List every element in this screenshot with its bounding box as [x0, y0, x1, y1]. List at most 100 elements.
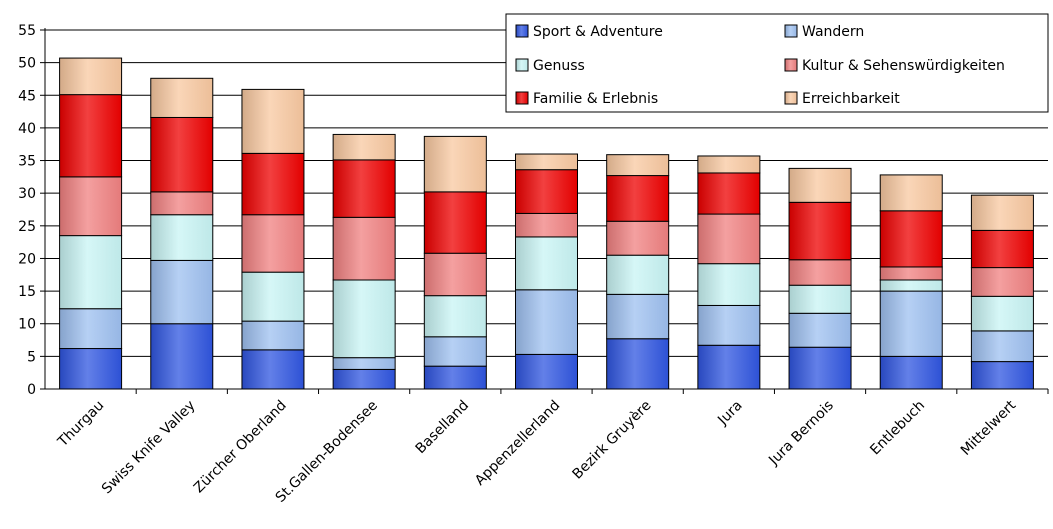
- x-category-label: Mittelwert: [958, 397, 1020, 459]
- bar-segment-0: [788, 346, 852, 390]
- bar-segment-5: [423, 135, 487, 193]
- bar-segment-2: [150, 214, 214, 261]
- bar-segment-5: [788, 167, 852, 203]
- bar-segment-3: [514, 212, 579, 238]
- bar-segment-1: [241, 320, 305, 351]
- bar-segment-0: [423, 365, 487, 390]
- bar-segment-5: [332, 133, 396, 161]
- x-category-label: Appenzellerland: [472, 398, 563, 489]
- legend-swatch: [515, 58, 529, 72]
- x-category-label: St.Gallen-Bodensee: [273, 398, 381, 506]
- bar-segment-2: [59, 235, 123, 310]
- bar-segment-2: [241, 271, 305, 322]
- bar-segment-2: [514, 236, 579, 291]
- x-category-label: Entlebuch: [867, 398, 928, 459]
- bar-segment-3: [879, 266, 943, 281]
- bar-segment-2: [606, 254, 670, 295]
- bar-segment-0: [606, 338, 670, 390]
- bar-segment-1: [150, 259, 214, 325]
- bar-segment-1: [970, 330, 1034, 363]
- bar-segment-5: [150, 77, 214, 118]
- legend-label: Genuss: [533, 58, 585, 74]
- bar-segment-0: [332, 368, 396, 390]
- bar-segment-4: [970, 229, 1034, 269]
- bar-segment-5: [970, 194, 1034, 231]
- bar-segment-2: [332, 279, 396, 359]
- legend-swatch: [784, 58, 798, 72]
- legend-swatch: [784, 24, 798, 38]
- x-category-label: Zürcher Oberland: [191, 398, 290, 497]
- bars-layer: [59, 57, 1034, 390]
- legend-swatch: [784, 91, 798, 105]
- bar-segment-1: [879, 290, 943, 357]
- bar-segment-2: [788, 284, 852, 314]
- bar-segment-0: [241, 349, 305, 390]
- bar-segment-5: [241, 88, 305, 154]
- bar-segment-0: [970, 361, 1034, 390]
- bar-segment-1: [514, 289, 579, 355]
- x-category-label: Baselland: [413, 398, 473, 458]
- bar-segment-4: [423, 191, 487, 254]
- bar-segment-0: [514, 353, 579, 390]
- legend-label: Kultur & Sehenswürdigkeiten: [802, 58, 1005, 74]
- bar-segment-1: [59, 308, 123, 350]
- y-tick-label: 50: [18, 56, 36, 72]
- bar-segment-5: [59, 57, 123, 96]
- bar-segment-0: [150, 323, 214, 390]
- bar-segment-3: [423, 252, 487, 297]
- y-tick-label: 40: [18, 121, 36, 137]
- y-tick-label: 15: [18, 284, 36, 300]
- bar-segment-5: [879, 174, 943, 212]
- bar-segment-3: [970, 267, 1034, 297]
- y-tick-label: 0: [27, 382, 36, 398]
- bar-segment-4: [150, 116, 214, 193]
- y-tick-label: 10: [18, 317, 36, 333]
- y-tick-label: 55: [18, 23, 36, 39]
- bar-segment-2: [697, 263, 761, 306]
- bar-segment-2: [423, 295, 487, 338]
- bar-segment-1: [697, 304, 761, 346]
- bar-segment-3: [241, 214, 305, 273]
- bar-segment-4: [879, 210, 943, 268]
- y-tick-label: 35: [18, 154, 36, 170]
- x-category-label: Jura: [714, 398, 745, 429]
- legend-box: [505, 13, 1049, 113]
- bar-segment-3: [788, 259, 852, 286]
- x-category-label: Jura Bernois: [765, 398, 837, 470]
- bar-segment-5: [697, 155, 761, 174]
- y-tick-label: 5: [27, 349, 36, 365]
- y-tick-label: 45: [18, 88, 36, 104]
- bar-segment-4: [697, 172, 761, 215]
- bar-segment-1: [332, 357, 396, 370]
- legend-label: Erreichbarkeit: [802, 91, 900, 107]
- bar-segment-0: [59, 348, 123, 390]
- legend-label: Familie & Erlebnis: [533, 91, 658, 107]
- bar-segment-3: [697, 213, 761, 265]
- bar-segment-5: [606, 154, 670, 177]
- legend: Sport & Adventure Wandern Genuss Kultur & S…: [505, 13, 1049, 113]
- bar-segment-4: [241, 152, 305, 216]
- bar-segment-0: [697, 344, 761, 390]
- legend-label: Wandern: [802, 24, 864, 40]
- bar-segment-4: [514, 169, 579, 214]
- bar-segment-1: [423, 336, 487, 367]
- bar-segment-5: [514, 153, 579, 171]
- bar-segment-0: [879, 355, 943, 390]
- bar-segment-1: [788, 312, 852, 348]
- bar-segment-4: [332, 159, 396, 218]
- bar-segment-1: [606, 293, 670, 340]
- legend-swatch: [515, 24, 529, 38]
- bar-segment-3: [332, 216, 396, 281]
- bar-segment-3: [606, 220, 670, 256]
- x-category-label: Bezirk Gruyère: [570, 398, 655, 483]
- y-tick-label: 25: [18, 219, 36, 235]
- bar-segment-4: [788, 201, 852, 261]
- x-category-label: Swiss Knife Valley: [99, 398, 199, 498]
- bar-segment-2: [879, 279, 943, 292]
- legend-swatch: [515, 91, 529, 105]
- y-tick-label: 30: [18, 186, 36, 202]
- bar-segment-3: [59, 176, 123, 237]
- x-category-label: Thurgau: [54, 398, 107, 451]
- y-tick-label: 20: [18, 251, 36, 267]
